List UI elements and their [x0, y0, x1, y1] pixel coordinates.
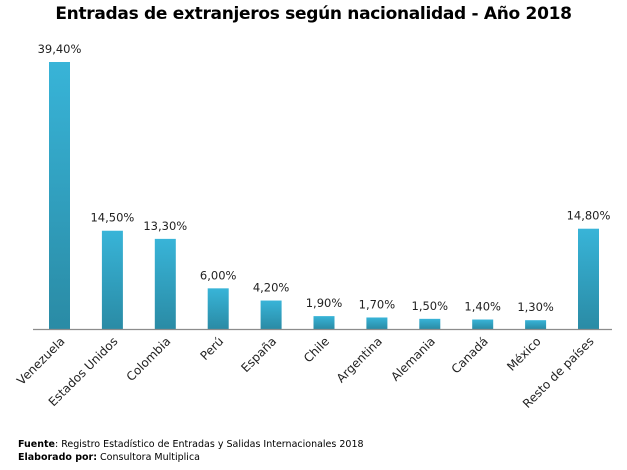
data-label: 14,50% [90, 211, 134, 225]
x-tick-label: Canadá [449, 334, 491, 376]
bar-méxico [525, 320, 547, 329]
x-tick-label: Argentina [334, 334, 385, 385]
bar-estados-unidos [101, 230, 123, 329]
source-text: : Registro Estadístico de Entradas y Sal… [54, 439, 364, 450]
x-tick-label: México [504, 334, 544, 374]
bar-alemania [419, 318, 441, 329]
data-label: 4,20% [253, 281, 290, 295]
bars-group [49, 62, 599, 329]
data-label: 1,70% [359, 297, 396, 311]
x-tick-label: Colombia [124, 334, 174, 384]
source-note: Fuente: Registro Estadístico de Entradas… [18, 438, 364, 451]
bar-argentina [366, 317, 388, 329]
footer: Fuente: Registro Estadístico de Entradas… [18, 438, 364, 464]
data-label: 39,40% [38, 42, 82, 56]
x-tick-label: Perú [198, 334, 227, 363]
x-tick-label: Venezuela [14, 334, 67, 387]
data-labels-group: 39,40% 14,50% 13,30% 6,00% 4,20% 1,90% 1,70% 1,… [38, 42, 611, 314]
bar-perú [207, 288, 229, 329]
data-label: 6,00% [200, 268, 237, 282]
chart-title: Entradas de extranjeros según nacionalid… [55, 4, 572, 24]
bar-españa [260, 300, 282, 329]
bar-venezuela [49, 62, 70, 329]
data-label: 13,30% [143, 219, 187, 233]
data-label: 1,40% [464, 300, 501, 314]
data-label: 1,50% [412, 299, 449, 313]
author-label: Elaborado por: [18, 452, 98, 463]
bar-colombia [154, 238, 176, 329]
data-label: 1,30% [517, 300, 554, 314]
author-note: Elaborado por: Consultora Multiplica [18, 451, 364, 464]
bar-chile [313, 316, 335, 329]
x-tick-label: Alemania [388, 334, 438, 384]
author-text: Consultora Multiplica [97, 452, 200, 463]
data-label: 14,80% [567, 209, 611, 223]
x-tick-label: España [238, 334, 279, 375]
bar-canadá [472, 319, 494, 329]
source-label: Fuente [18, 439, 55, 450]
bar-resto-de-países [578, 228, 599, 329]
x-tick-label: Chile [301, 334, 332, 365]
data-label: 1,90% [306, 296, 343, 310]
